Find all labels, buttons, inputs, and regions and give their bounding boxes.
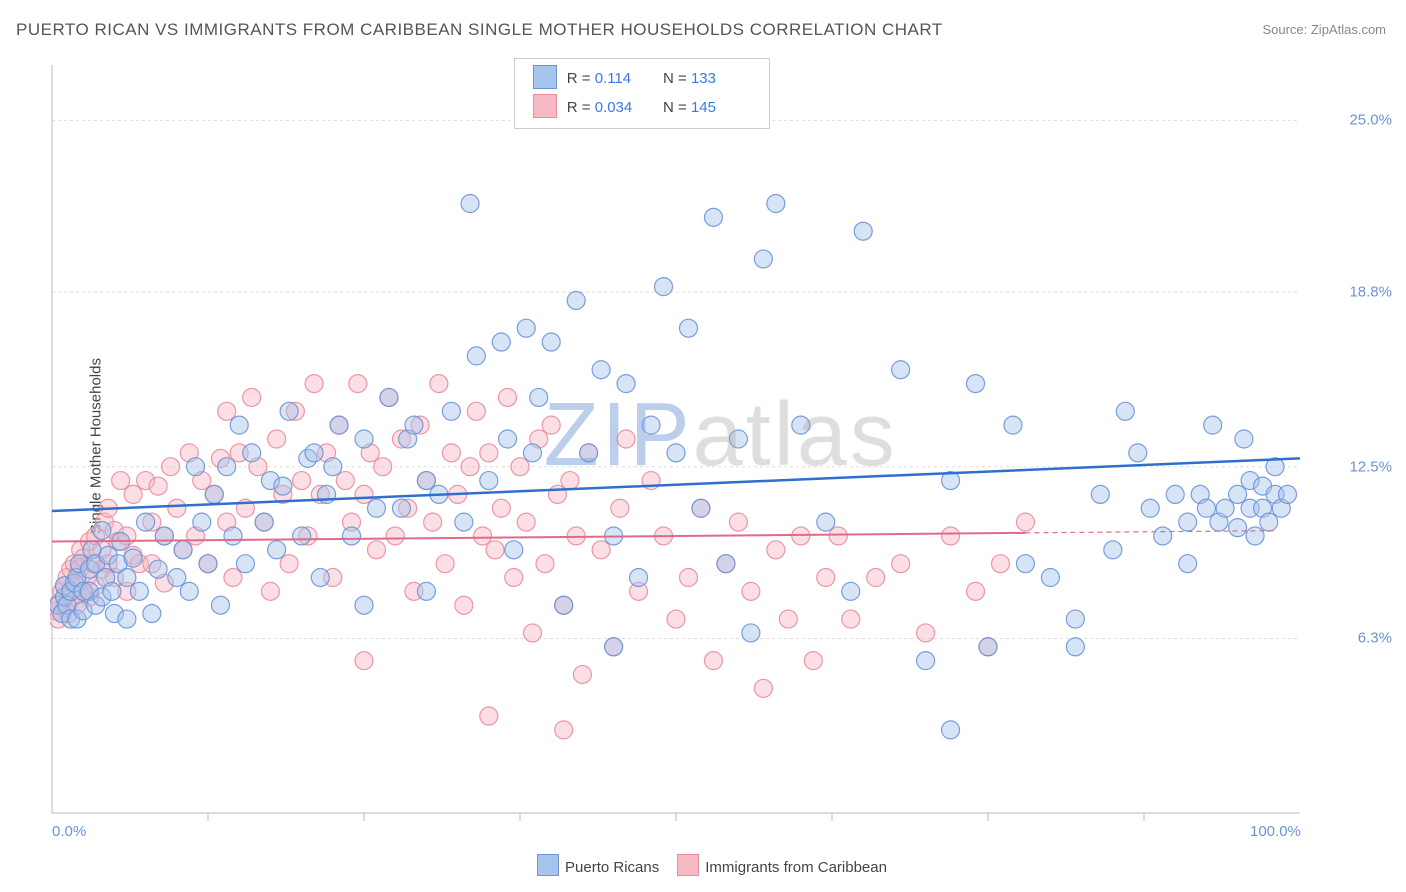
legend-series-label: Puerto Ricans	[565, 859, 659, 876]
source-label: Source: ZipAtlas.com	[1262, 22, 1386, 37]
y-tick-label: 12.5%	[1349, 458, 1392, 475]
legend-row: R = 0.034 N = 145	[533, 94, 751, 123]
x-tick-label: 0.0%	[52, 823, 86, 840]
correlation-legend: R = 0.114 N = 133R = 0.034 N = 145	[514, 58, 770, 129]
legend-n-label: N =	[663, 70, 691, 87]
legend-r-label: R =	[567, 99, 595, 116]
legend-series-label: Immigrants from Caribbean	[705, 859, 887, 876]
chart-container: PUERTO RICAN VS IMMIGRANTS FROM CARIBBEA…	[0, 0, 1406, 892]
legend-swatch	[533, 65, 557, 89]
chart-title: PUERTO RICAN VS IMMIGRANTS FROM CARIBBEA…	[16, 20, 943, 40]
legend-swatch	[537, 854, 559, 876]
legend-swatch	[533, 94, 557, 118]
legend-r-value: 0.034	[595, 94, 655, 123]
legend-r-value: 0.114	[595, 65, 655, 94]
legend-row: R = 0.114 N = 133	[533, 65, 751, 94]
legend-n-value: 145	[691, 94, 751, 123]
legend-swatch	[677, 854, 699, 876]
legend-n-label: N =	[663, 99, 691, 116]
series-legend: Puerto Ricans Immigrants from Caribbean	[0, 854, 1406, 876]
y-tick-label: 6.3%	[1358, 630, 1392, 647]
y-tick-label: 18.8%	[1349, 284, 1392, 301]
scatter-plot	[50, 55, 1360, 835]
y-tick-label: 25.0%	[1349, 112, 1392, 129]
legend-r-label: R =	[567, 70, 595, 87]
x-tick-label: 100.0%	[1250, 823, 1301, 840]
legend-n-value: 133	[691, 65, 751, 94]
